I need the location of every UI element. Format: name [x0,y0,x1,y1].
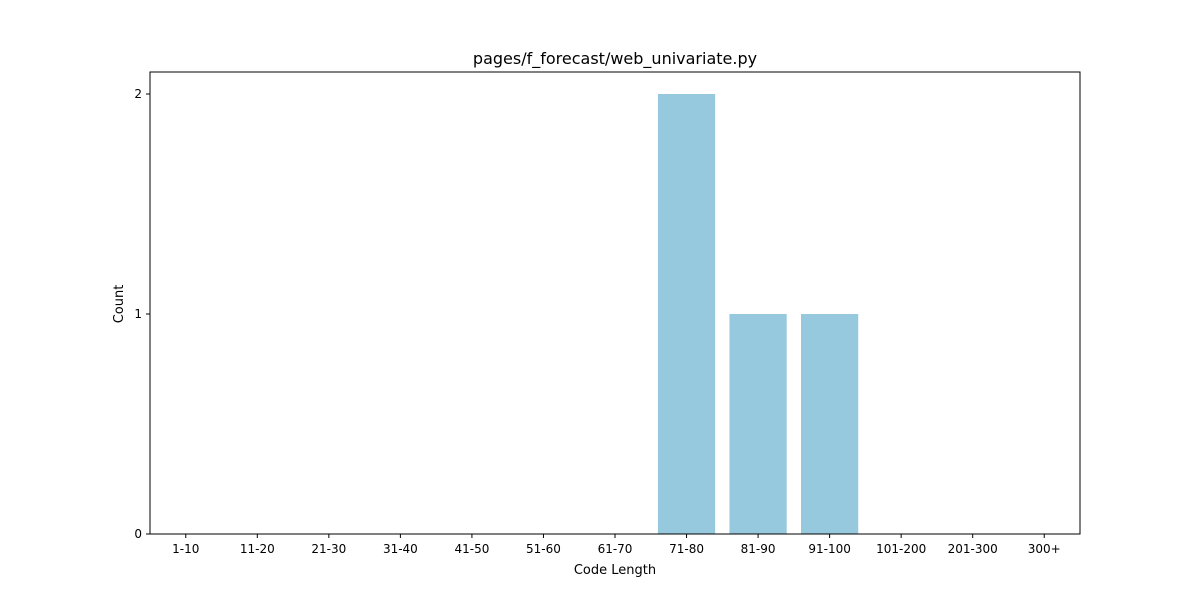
bar [729,314,787,534]
y-tick-label: 0 [134,527,142,541]
x-axis-label: Code Length [574,563,656,578]
x-tick-label: 1-10 [172,542,199,556]
bar [801,314,859,534]
x-tick-label: 201-300 [948,542,998,556]
x-tick-label: 91-100 [808,542,851,556]
x-tick-label: 11-20 [240,542,275,556]
chart-title: pages/f_forecast/web_univariate.py [473,49,757,69]
x-tick-label: 41-50 [454,542,489,556]
x-tick-label: 101-200 [876,542,926,556]
y-tick-label: 1 [134,307,142,321]
bars-layer [657,94,859,534]
x-tick-label: 61-70 [598,542,633,556]
x-tick-label: 81-90 [741,542,776,556]
x-axis-ticks: 1-10 11-20 21-30 31-40 41-50 51-60 61-70 71-80 8… [172,534,1061,556]
plot-frame [149,71,1081,535]
x-tick-label: 31-40 [383,542,418,556]
y-axis-label: Count [112,285,127,324]
x-tick-label: 51-60 [526,542,561,556]
y-tick-label: 2 [134,87,142,101]
bar [657,94,716,534]
x-tick-label: 300+ [1028,542,1061,556]
x-tick-label: 21-30 [311,542,346,556]
x-tick-label: 71-80 [669,542,704,556]
y-axis-ticks: 0 1 2 [134,87,150,541]
